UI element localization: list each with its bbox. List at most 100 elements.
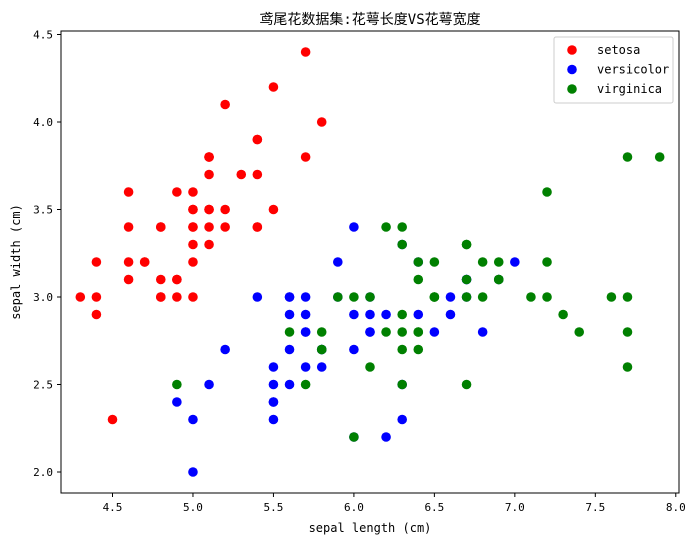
data-point-setosa	[123, 222, 134, 232]
legend-marker-setosa	[567, 45, 577, 55]
data-point-versicolor	[268, 397, 279, 407]
x-tick-label: 6.5	[424, 501, 444, 514]
data-point-versicolor	[397, 414, 407, 425]
data-point-versicolor	[268, 414, 279, 425]
data-point-virginica	[397, 344, 407, 355]
x-tick-label: 5.5	[264, 501, 284, 514]
data-point-setosa	[107, 414, 118, 425]
data-point-versicolor	[349, 222, 359, 232]
data-point-versicolor	[445, 292, 456, 302]
data-point-virginica	[493, 274, 504, 285]
data-point-setosa	[268, 204, 279, 215]
plot-area-frame	[60, 30, 680, 494]
data-point-virginica	[526, 292, 536, 302]
data-point-versicolor	[429, 327, 440, 337]
data-point-virginica	[558, 309, 568, 320]
points-layer	[75, 47, 665, 477]
data-point-setosa	[236, 169, 247, 180]
data-point-versicolor	[268, 362, 279, 372]
data-point-versicolor	[333, 257, 343, 267]
y-tick-label: 4.5	[33, 29, 53, 42]
data-point-virginica	[316, 344, 327, 355]
data-point-virginica	[622, 292, 633, 302]
data-point-virginica	[429, 292, 440, 302]
data-point-virginica	[493, 257, 504, 267]
data-point-setosa	[204, 222, 214, 232]
data-point-setosa	[155, 274, 166, 285]
data-point-setosa	[220, 204, 230, 215]
data-point-setosa	[188, 257, 198, 267]
data-point-versicolor	[365, 309, 375, 320]
data-point-setosa	[91, 292, 102, 302]
data-point-versicolor	[300, 327, 311, 337]
data-point-setosa	[204, 204, 214, 215]
data-point-versicolor	[284, 292, 295, 302]
data-point-setosa	[172, 187, 182, 197]
data-point-virginica	[365, 292, 375, 302]
y-tick-label: 2.5	[33, 379, 53, 392]
data-point-versicolor	[477, 327, 488, 337]
data-point-setosa	[316, 117, 327, 127]
data-point-setosa	[123, 187, 134, 197]
data-point-virginica	[397, 239, 407, 250]
legend-label-virginica: virginica	[597, 82, 662, 96]
data-point-setosa	[155, 292, 166, 302]
data-point-setosa	[188, 204, 198, 215]
x-tick-label: 7.5	[585, 501, 605, 514]
data-point-versicolor	[252, 292, 263, 302]
data-point-versicolor	[381, 432, 391, 442]
data-point-versicolor	[300, 309, 311, 320]
data-point-setosa	[172, 274, 182, 285]
data-point-versicolor	[220, 344, 230, 355]
data-point-versicolor	[284, 379, 295, 390]
data-point-virginica	[542, 257, 552, 267]
data-point-virginica	[381, 222, 391, 232]
data-point-versicolor	[284, 309, 295, 320]
legend: setosa versicolor virginica	[553, 36, 674, 104]
data-point-setosa	[188, 239, 198, 250]
data-point-setosa	[204, 239, 214, 250]
data-point-setosa	[91, 309, 102, 320]
data-point-setosa	[172, 292, 182, 302]
data-point-setosa	[300, 152, 311, 162]
ticks-layer: 4.5 5.0 5.5 6.0 6.5 7.0 7.5 8.0 2.0 2.5 3.0 3.5 4.0 4…	[33, 29, 686, 515]
y-tick-label: 4.0	[33, 116, 53, 129]
y-axis-label: sepal width (cm)	[9, 204, 23, 320]
data-point-setosa	[188, 222, 198, 232]
legend-marker-virginica	[567, 84, 577, 94]
data-point-virginica	[172, 379, 182, 390]
data-point-setosa	[220, 222, 230, 232]
data-point-versicolor	[413, 309, 424, 320]
data-point-setosa	[204, 152, 214, 162]
data-point-setosa	[155, 222, 166, 232]
data-point-versicolor	[381, 309, 391, 320]
chart-title: 鸢尾花数据集:花萼长度VS花萼宽度	[259, 11, 480, 28]
data-point-setosa	[204, 169, 214, 180]
x-tick-label: 7.0	[505, 501, 525, 514]
data-point-virginica	[316, 327, 327, 337]
data-point-setosa	[188, 292, 198, 302]
data-point-versicolor	[445, 309, 456, 320]
data-point-setosa	[139, 257, 150, 267]
x-tick-label: 8.0	[666, 501, 686, 514]
y-tick-label: 2.0	[33, 466, 53, 479]
data-point-virginica	[397, 327, 407, 337]
data-point-setosa	[268, 82, 279, 92]
data-point-virginica	[284, 327, 295, 337]
data-point-virginica	[542, 187, 552, 197]
data-point-virginica	[413, 274, 424, 285]
legend-frame	[553, 36, 674, 104]
data-point-virginica	[477, 257, 488, 267]
data-point-setosa	[252, 169, 263, 180]
data-point-virginica	[381, 327, 391, 337]
data-point-virginica	[397, 222, 407, 232]
y-tick-label: 3.5	[33, 204, 53, 217]
data-point-virginica	[333, 292, 343, 302]
data-point-virginica	[606, 292, 617, 302]
data-point-virginica	[429, 257, 440, 267]
data-point-virginica	[461, 239, 472, 250]
data-point-virginica	[413, 327, 424, 337]
data-point-setosa	[75, 292, 86, 302]
data-point-setosa	[220, 99, 230, 110]
